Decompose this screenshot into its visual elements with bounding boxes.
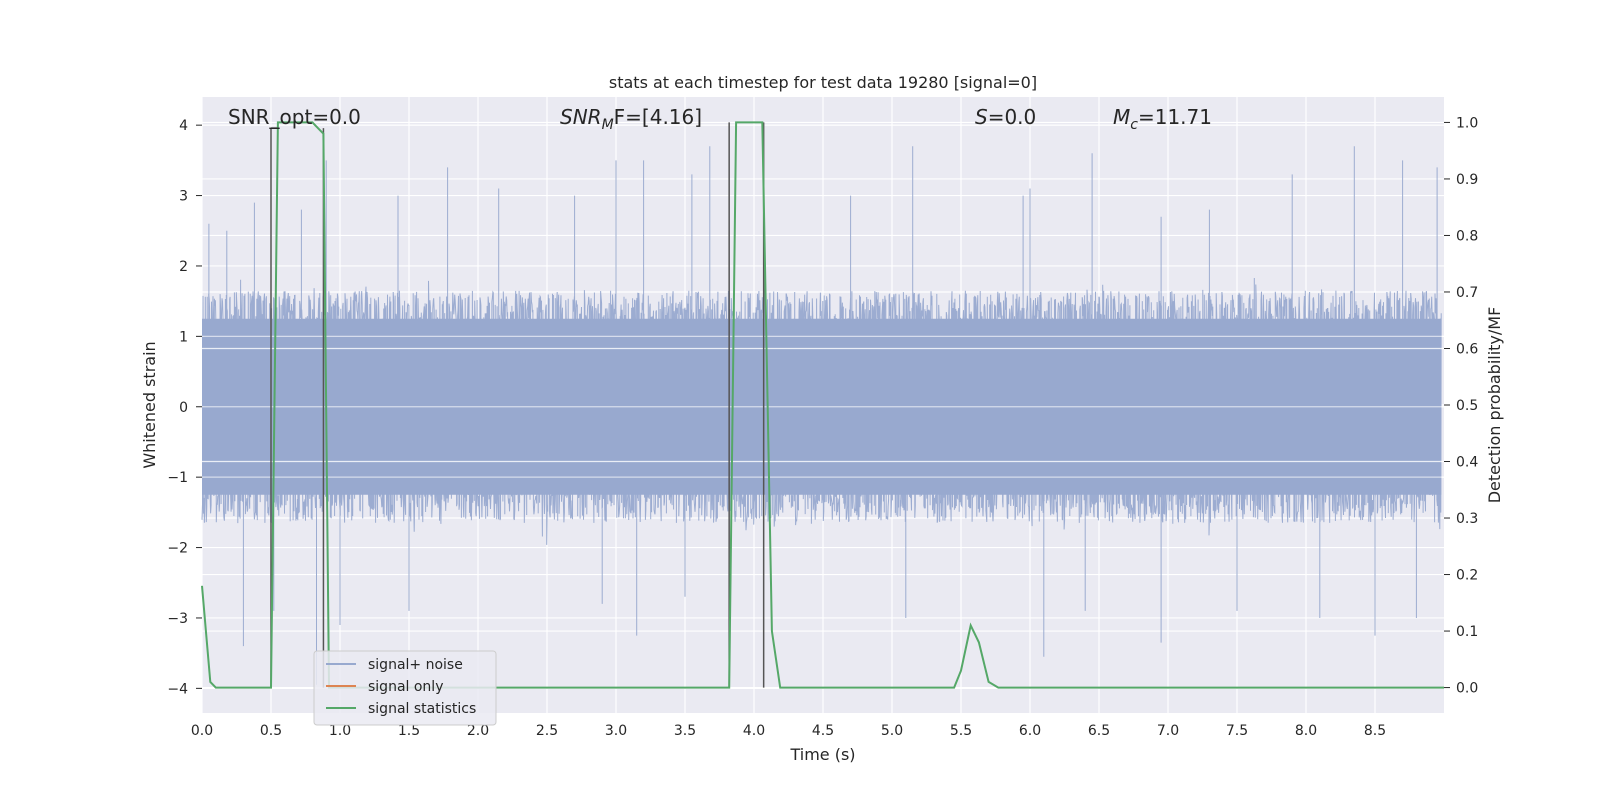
series-signal-statistics — [201, 121, 1444, 689]
annotation-snr-mf-suffix: F=[4.16] — [614, 105, 702, 129]
y2-tick-label: 0.5 — [1456, 398, 1478, 414]
annotation-snr-mf-sub: M — [602, 117, 614, 133]
y2-tick-labels: 1.0 0.9 0.8 0.7 0.6 0.5 0.4 0.3 0.2 0.1 0.0 — [1444, 115, 1478, 697]
x-tick-label: 0.0 — [191, 723, 213, 739]
y2-tick-label: 0.9 — [1456, 172, 1478, 188]
y-tick-labels: 4 3 2 1 0 −1 −2 −3 −4 — [167, 118, 202, 697]
y-tick-label: 3 — [179, 189, 188, 205]
x-tick-label: 2.0 — [467, 723, 489, 739]
annotation-snr-mf-name: SNR — [560, 105, 602, 129]
y2-tick-label: 0.6 — [1456, 341, 1478, 357]
chart-title: stats at each timestep for test data 192… — [609, 73, 1037, 92]
legend-box — [313, 650, 497, 726]
x-tick-label: 4.0 — [743, 723, 765, 739]
y-tick-label: 1 — [179, 329, 188, 345]
legend-label-signal-statistics: signal statistics — [368, 701, 476, 717]
annotation-mc-value: =11.71 — [1138, 105, 1212, 129]
y-tick-label: −2 — [167, 541, 188, 557]
annotations: SNR_opt=0.0 SNRMF=[4.16] S=0.0 Mc=11.71 — [228, 105, 1212, 133]
x-tick-label: 3.5 — [674, 723, 696, 739]
y2-tick-label: 0.3 — [1456, 511, 1478, 527]
x-tick-label: 1.5 — [398, 723, 420, 739]
annotation-s-name: S — [975, 105, 988, 129]
x-tick-label: 2.5 — [536, 723, 558, 739]
y-axis-label: Whitened strain — [140, 341, 159, 468]
x-tick-label: 7.5 — [1226, 723, 1248, 739]
legend-label-signal-only: signal only — [368, 679, 443, 695]
legend-label-signal-noise: signal+ noise — [368, 657, 463, 673]
annotation-snr-mf: SNRMF=[4.16] — [560, 105, 702, 133]
y2-axis-label: Detection probability/MF — [1485, 307, 1504, 504]
y-tick-label: 0 — [179, 400, 188, 416]
y2-tick-label: 0.1 — [1456, 624, 1478, 640]
y2-tick-label: 0.0 — [1456, 681, 1478, 697]
annotation-snr-opt: SNR_opt=0.0 — [228, 105, 361, 129]
signal-statistics-line — [201, 121, 1444, 689]
y2-tick-label: 0.4 — [1456, 455, 1478, 471]
x-tick-label: 6.0 — [1019, 723, 1041, 739]
x-tick-label: 6.5 — [1088, 723, 1110, 739]
annotation-mc-sub: c — [1130, 117, 1138, 133]
y-tick-label: 2 — [179, 259, 188, 275]
x-tick-label: 1.0 — [329, 723, 351, 739]
series-signal-noise — [201, 146, 1444, 685]
annotation-mc: Mc=11.71 — [1113, 105, 1212, 133]
x-tick-label: 8.0 — [1295, 723, 1317, 739]
y-tick-label: 4 — [179, 118, 188, 134]
annotation-s-value: =0.0 — [988, 105, 1037, 129]
x-tick-labels: 0.0 0.5 1.0 1.5 2.0 2.5 3.0 3.5 4.0 4.5 5.0 5.5 6.0 6… — [191, 723, 1386, 739]
y2-tick-label: 1.0 — [1456, 115, 1478, 131]
y2-tick-label: 0.7 — [1456, 285, 1478, 301]
x-tick-label: 5.5 — [950, 723, 972, 739]
x-tick-label: 4.5 — [812, 723, 834, 739]
x-tick-label: 3.0 — [605, 723, 627, 739]
x-tick-label: 0.5 — [260, 723, 282, 739]
y2-tick-label: 0.8 — [1456, 228, 1478, 244]
x-tick-label: 7.0 — [1157, 723, 1179, 739]
x-tick-label: 5.0 — [881, 723, 903, 739]
legend: signal+ noise signal only signal statist… — [313, 650, 497, 726]
y-tick-label: −4 — [167, 681, 188, 697]
y-tick-label: −3 — [167, 611, 188, 627]
y2-tick-label: 0.2 — [1456, 568, 1478, 584]
x-tick-label: 8.5 — [1364, 723, 1386, 739]
annotation-mc-name: M — [1113, 105, 1130, 129]
y-tick-label: −1 — [167, 470, 188, 486]
annotation-s: S=0.0 — [975, 105, 1036, 129]
x-axis-label: Time (s) — [789, 745, 855, 764]
